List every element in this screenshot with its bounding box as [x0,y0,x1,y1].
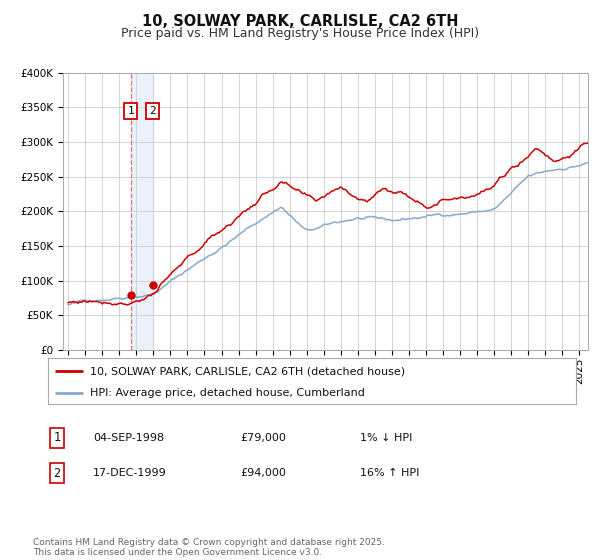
Text: Price paid vs. HM Land Registry's House Price Index (HPI): Price paid vs. HM Land Registry's House … [121,27,479,40]
Text: 16% ↑ HPI: 16% ↑ HPI [360,468,419,478]
Text: 2: 2 [149,106,156,116]
Text: Contains HM Land Registry data © Crown copyright and database right 2025.
This d: Contains HM Land Registry data © Crown c… [33,538,385,557]
Text: 10, SOLWAY PARK, CARLISLE, CA2 6TH (detached house): 10, SOLWAY PARK, CARLISLE, CA2 6TH (deta… [90,366,406,376]
Text: 10, SOLWAY PARK, CARLISLE, CA2 6TH: 10, SOLWAY PARK, CARLISLE, CA2 6TH [142,14,458,29]
Text: 1% ↓ HPI: 1% ↓ HPI [360,433,412,443]
Text: 17-DEC-1999: 17-DEC-1999 [93,468,167,478]
Text: 04-SEP-1998: 04-SEP-1998 [93,433,164,443]
Bar [131,73,152,350]
Text: HPI: Average price, detached house, Cumberland: HPI: Average price, detached house, Cumb… [90,388,365,398]
Text: £79,000: £79,000 [240,433,286,443]
Text: 1: 1 [127,106,134,116]
Text: £94,000: £94,000 [240,468,286,478]
Text: 1: 1 [53,431,61,445]
Text: 2: 2 [53,466,61,480]
